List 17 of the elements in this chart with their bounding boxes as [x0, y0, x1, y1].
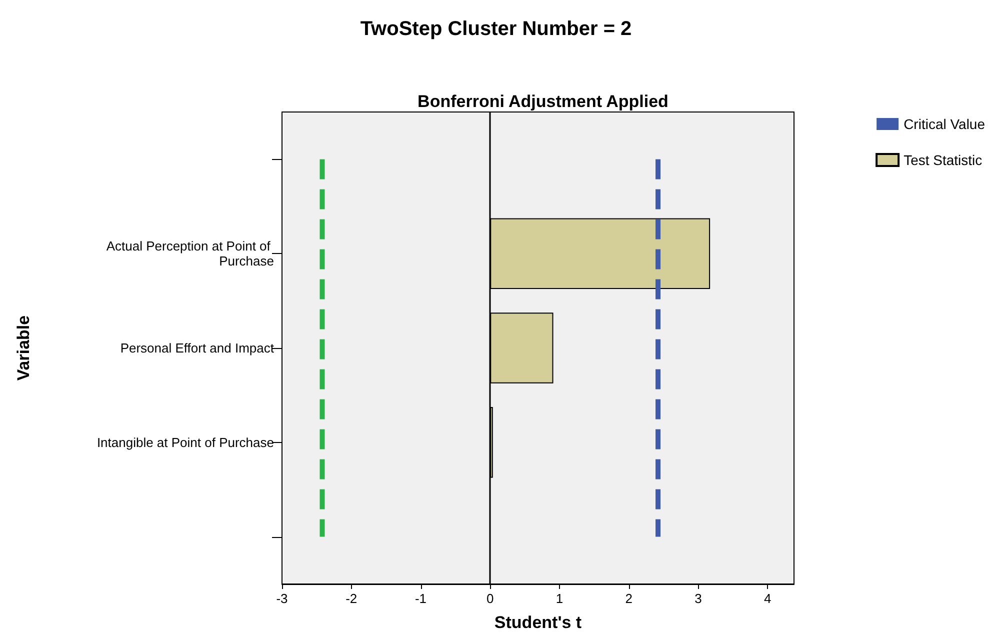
y-tick-label: Personal Effort and Impact — [120, 340, 274, 356]
legend-label: Test Statistic — [904, 152, 982, 168]
x-tick-label: 1 — [556, 591, 564, 606]
y-tick-label: Actual Perception at Point of Purchase — [106, 238, 274, 269]
x-tick-label: 3 — [694, 591, 702, 606]
x-tick-label: 2 — [625, 591, 632, 606]
legend-label: Critical Value — [904, 116, 986, 132]
y-tick-label: Intangible at Point of Purchase — [96, 434, 274, 450]
x-tick-label: 0 — [486, 591, 494, 606]
x-tick-label: -3 — [276, 591, 288, 606]
x-tick-label: -2 — [346, 591, 358, 606]
chart-subtitle: Bonferroni Adjustment Applied — [418, 92, 668, 111]
y-axis-title: Variable — [14, 315, 33, 381]
x-axis-title: Student's t — [494, 613, 582, 632]
chart-title: TwoStep Cluster Number = 2 — [360, 18, 632, 40]
x-tick-label: -1 — [414, 591, 427, 606]
x-tick-label: 4 — [764, 591, 772, 606]
